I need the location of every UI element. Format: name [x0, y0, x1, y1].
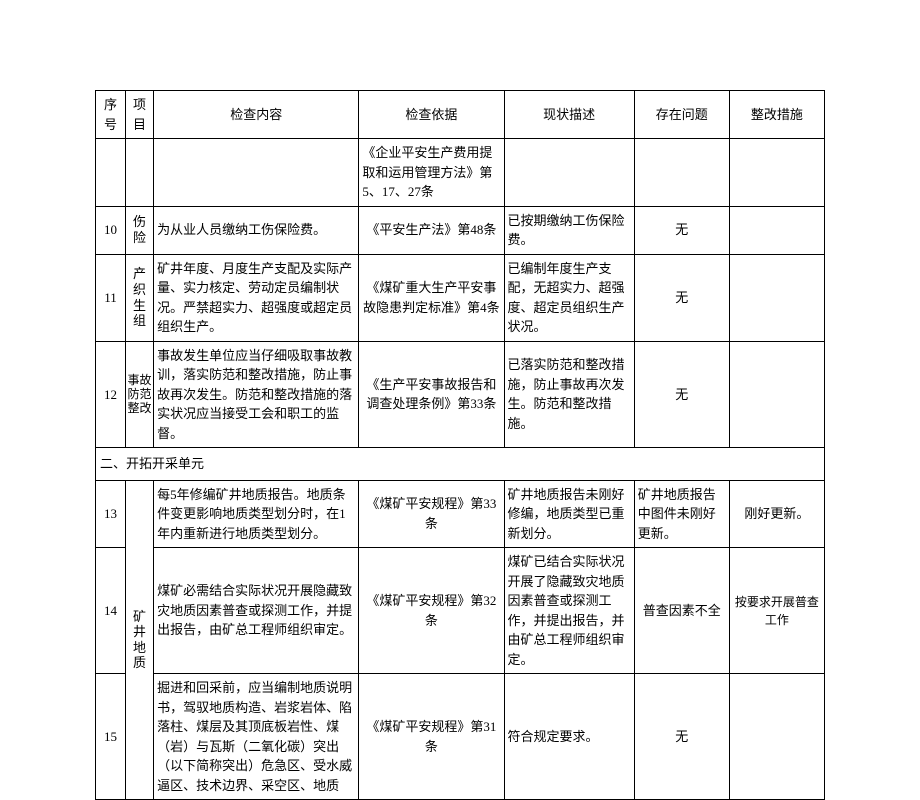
- cell-status: [504, 139, 634, 207]
- cell-content: 矿井年度、月度生产支配及实际产量、实力核定、劳动定员编制状况。严禁超实力、超强度…: [154, 254, 359, 341]
- cell-proj: 伤险: [126, 206, 154, 254]
- cell-seq: 12: [96, 341, 126, 448]
- cell-seq: 13: [96, 480, 126, 548]
- cell-basis: 《煤矿重大生产平安事故隐患判定标准》第4条: [359, 254, 504, 341]
- header-content: 检查内容: [154, 91, 359, 139]
- header-basis: 检查依据: [359, 91, 504, 139]
- header-row: 序号 项目 检查内容 检查依据 现状描述 存在问题 整改措施: [96, 91, 825, 139]
- cell-problem: 无: [634, 341, 729, 448]
- cell-status: 已落实防范和整改措施，防止事故再次发生。防范和整改措施。: [504, 341, 634, 448]
- cell-status: 符合规定要求。: [504, 674, 634, 800]
- cell-measure: [729, 341, 824, 448]
- cell-proj: 产织生组: [126, 254, 154, 341]
- table-row: 15 掘进和回采前，应当编制地质说明书，驾驭地质构造、岩浆岩体、陷落柱、煤层及其…: [96, 674, 825, 800]
- cell-problem: 无: [634, 254, 729, 341]
- cell-status: 矿井地质报告未刚好修编，地质类型已重新划分。: [504, 480, 634, 548]
- cell-measure: [729, 674, 824, 800]
- cell-problem: 无: [634, 674, 729, 800]
- cell-content: 煤矿必需结合实际状况开展隐藏致灾地质因素普查或探测工作，并提出报告，由矿总工程师…: [154, 548, 359, 674]
- cell-proj-geology: 矿井地质: [126, 480, 154, 800]
- table-row: 13 矿井地质 每5年修编矿井地质报告。地质条件变更影响地质类型划分时，在1年内…: [96, 480, 825, 548]
- cell-seq: 11: [96, 254, 126, 341]
- inspection-table: 序号 项目 检查内容 检查依据 现状描述 存在问题 整改措施 《企业平安生产费用…: [95, 90, 825, 800]
- header-status: 现状描述: [504, 91, 634, 139]
- cell-measure: [729, 254, 824, 341]
- cell-measure: [729, 206, 824, 254]
- cell-basis: 《煤矿平安规程》第32条: [359, 548, 504, 674]
- header-seq: 序号: [96, 91, 126, 139]
- section-row: 二、开拓开采单元: [96, 448, 825, 481]
- cell-seq: 15: [96, 674, 126, 800]
- cell-seq: 10: [96, 206, 126, 254]
- cell-content: 为从业人员缴纳工伤保险费。: [154, 206, 359, 254]
- cell-proj: [126, 139, 154, 207]
- cell-problem: [634, 139, 729, 207]
- cell-basis: 《煤矿平安规程》第31条: [359, 674, 504, 800]
- cell-status: 煤矿已结合实际状况开展了隐藏致灾地质因素普查或探测工作，并提出报告，并由矿总工程…: [504, 548, 634, 674]
- cell-basis: 《生产平安事故报告和调查处理条例》第33条: [359, 341, 504, 448]
- table-row: 《企业平安生产费用提取和运用管理方法》第5、17、27条: [96, 139, 825, 207]
- header-measure: 整改措施: [729, 91, 824, 139]
- cell-measure: [729, 139, 824, 207]
- cell-problem: 普查因素不全: [634, 548, 729, 674]
- cell-basis: 《煤矿平安规程》第33条: [359, 480, 504, 548]
- cell-content: 掘进和回采前，应当编制地质说明书，驾驭地质构造、岩浆岩体、陷落柱、煤层及其顶底板…: [154, 674, 359, 800]
- cell-status: 已按期缴纳工伤保险费。: [504, 206, 634, 254]
- header-proj: 项目: [126, 91, 154, 139]
- section-title: 二、开拓开采单元: [96, 448, 825, 481]
- cell-seq: [96, 139, 126, 207]
- table-row: 14 煤矿必需结合实际状况开展隐藏致灾地质因素普查或探测工作，并提出报告，由矿总…: [96, 548, 825, 674]
- cell-measure: 刚好更新。: [729, 480, 824, 548]
- table-row: 11 产织生组 矿井年度、月度生产支配及实际产量、实力核定、劳动定员编制状况。严…: [96, 254, 825, 341]
- table-row: 12 事故防范整改 事故发生单位应当仔细吸取事故教训，落实防范和整改措施，防止事…: [96, 341, 825, 448]
- cell-measure: 按要求开展普查工作: [729, 548, 824, 674]
- cell-basis: 《平安生产法》第48条: [359, 206, 504, 254]
- cell-basis: 《企业平安生产费用提取和运用管理方法》第5、17、27条: [359, 139, 504, 207]
- table-row: 10 伤险 为从业人员缴纳工伤保险费。 《平安生产法》第48条 已按期缴纳工伤保…: [96, 206, 825, 254]
- cell-content: 事故发生单位应当仔细吸取事故教训，落实防范和整改措施，防止事故再次发生。防范和整…: [154, 341, 359, 448]
- cell-problem: 矿井地质报告中图件未刚好更新。: [634, 480, 729, 548]
- cell-seq: 14: [96, 548, 126, 674]
- cell-problem: 无: [634, 206, 729, 254]
- header-problem: 存在问题: [634, 91, 729, 139]
- cell-proj: 事故防范整改: [126, 341, 154, 448]
- cell-content: [154, 139, 359, 207]
- cell-status: 已编制年度生产支配，无超实力、超强度、超定员组织生产状况。: [504, 254, 634, 341]
- cell-content: 每5年修编矿井地质报告。地质条件变更影响地质类型划分时，在1年内重新进行地质类型…: [154, 480, 359, 548]
